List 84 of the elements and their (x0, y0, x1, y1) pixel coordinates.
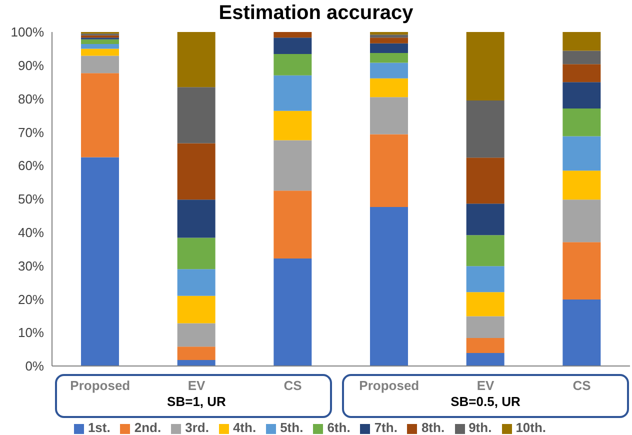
x-tick-label: EV (476, 378, 494, 393)
bar (562, 64, 601, 82)
bar (177, 269, 216, 296)
bar (177, 360, 216, 366)
x-tick-label: CS (572, 378, 592, 393)
y-tick-label: 40% (18, 225, 44, 240)
bar (370, 32, 408, 35)
bar (562, 242, 601, 300)
bar (177, 87, 216, 144)
bar (81, 56, 119, 74)
bar (562, 170, 601, 200)
bar (466, 100, 504, 158)
bar (274, 32, 312, 38)
bar (466, 292, 504, 316)
bar (81, 157, 119, 366)
bar (177, 346, 216, 360)
bar (177, 296, 216, 324)
bar (466, 158, 504, 204)
y-tick-label: 0% (25, 358, 44, 374)
bar (562, 200, 601, 242)
bar (466, 266, 504, 292)
bar (81, 73, 119, 158)
y-tick-label: 10% (18, 325, 44, 340)
bar (466, 352, 504, 366)
bar (466, 338, 504, 353)
bar (274, 140, 312, 191)
bar (370, 43, 408, 54)
legend-label: 8th. (421, 420, 445, 435)
x-tick-label: CS (284, 378, 302, 393)
legend-label: 7th. (374, 420, 398, 435)
bar (562, 50, 601, 64)
bar (177, 143, 216, 200)
bar (562, 82, 601, 108)
y-tick-label: 70% (18, 124, 44, 140)
bar (81, 48, 119, 56)
bar (274, 190, 312, 258)
bar (274, 75, 312, 111)
y-tick-label: 20% (18, 292, 44, 307)
bar (466, 316, 504, 338)
y-tick-label: 90% (18, 58, 44, 74)
legend-label: 2nd. (134, 420, 162, 435)
legend-label: 3rd. (185, 420, 209, 435)
x-tick-label: Proposed (70, 378, 130, 393)
bar (177, 238, 216, 270)
bar (370, 62, 408, 78)
bar (370, 134, 408, 208)
y-tick-label: 50% (18, 192, 44, 207)
bar (562, 32, 601, 51)
y-tick-label: 60% (18, 158, 44, 174)
bar (370, 34, 408, 38)
y-tick-label: 30% (18, 258, 44, 274)
bar (177, 32, 216, 88)
bar (177, 323, 216, 347)
chart-title: Estimation accuracy (218, 2, 414, 25)
bar (177, 200, 216, 238)
bar (466, 235, 504, 266)
bar (370, 97, 408, 134)
x-tick-label: Proposed (359, 378, 420, 393)
legend-label: 9th. (468, 420, 492, 435)
bar (81, 39, 119, 44)
bar (466, 32, 504, 100)
legend-label: 5th. (280, 420, 304, 435)
y-tick-label: 100% (10, 24, 44, 40)
bar (370, 78, 408, 98)
bar (274, 110, 312, 140)
bar (274, 38, 312, 54)
bar (562, 136, 601, 171)
bar (274, 54, 312, 76)
bar (370, 38, 408, 44)
legend-label: 6th. (327, 420, 350, 435)
legend-label: 1st. (88, 420, 110, 435)
bar (81, 44, 119, 49)
text: SB=0.5, UR (450, 394, 521, 409)
y-tick-label: 80% (18, 91, 44, 106)
bar (466, 204, 504, 236)
legend-label: 4th. (232, 420, 256, 435)
bar (274, 258, 312, 366)
bar (370, 53, 408, 63)
x-tick-label: EV (188, 378, 206, 393)
bar (562, 300, 601, 366)
text: SB=1, UR (167, 394, 227, 409)
legend-label: 10th. (516, 420, 546, 435)
bar (562, 108, 601, 136)
bar (370, 207, 408, 366)
